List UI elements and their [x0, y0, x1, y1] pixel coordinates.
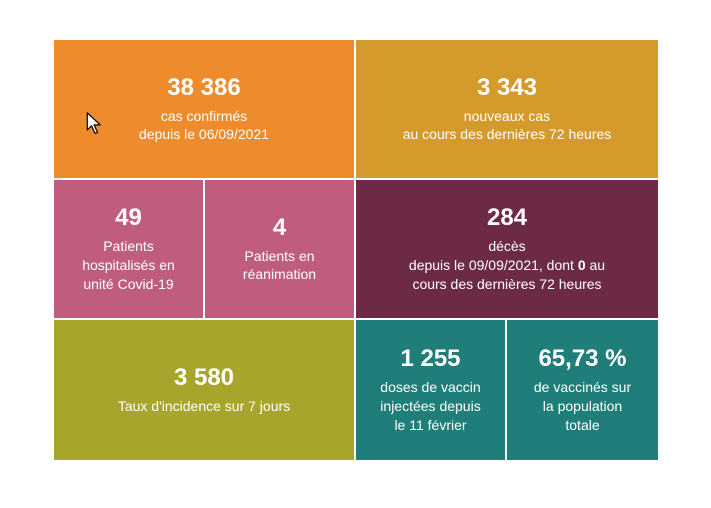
hospitalized-value: 49 — [115, 204, 142, 233]
vaccinated-pct-label: de vaccinés sur la population totale — [534, 378, 631, 435]
incidence-value: 3 580 — [174, 364, 234, 393]
tile-hospitalized: 49 Patients hospitalisés en unité Covid-… — [54, 180, 205, 320]
tile-icu: 4 Patients en réanimation — [205, 180, 356, 320]
text: cas confirmés — [161, 108, 247, 124]
text: de vaccinés sur — [534, 379, 631, 395]
text: réanimation — [243, 266, 316, 282]
hospitalized-label: Patients hospitalisés en unité Covid-19 — [82, 237, 175, 294]
deaths-72h-bold: 0 — [578, 257, 586, 273]
incidence-label: Taux d'incidence sur 7 jours — [118, 397, 290, 416]
text: cours des dernières 72 heures — [412, 276, 601, 292]
tile-vaccine-doses: 1 255 doses de vaccin injectées depuis l… — [356, 320, 507, 460]
vaccine-doses-value: 1 255 — [400, 345, 460, 374]
confirmed-cases-value: 38 386 — [167, 74, 240, 103]
text: depuis le 09/09/2021, dont — [409, 257, 578, 273]
text: totale — [565, 417, 599, 433]
tile-incidence: 3 580 Taux d'incidence sur 7 jours — [54, 320, 356, 460]
text: depuis le 06/09/2021 — [139, 126, 269, 142]
vaccinated-pct-value: 65,73 % — [538, 345, 626, 374]
icu-value: 4 — [273, 214, 286, 243]
tile-vaccinated-pct: 65,73 % de vaccinés sur la population to… — [507, 320, 658, 460]
text: doses de vaccin — [380, 379, 480, 395]
text: unité Covid-19 — [83, 276, 173, 292]
text: Patients — [103, 238, 154, 254]
row-3: 3 580 Taux d'incidence sur 7 jours 1 255… — [54, 320, 658, 460]
text: injectées depuis — [380, 398, 480, 414]
row-1: 38 386 cas confirmés depuis le 06/09/202… — [54, 40, 658, 180]
row-2: 49 Patients hospitalisés en unité Covid-… — [54, 180, 658, 320]
text: nouveaux cas — [464, 108, 550, 124]
vaccine-doses-label: doses de vaccin injectées depuis le 11 f… — [380, 378, 480, 435]
text: au cours des dernières 72 heures — [403, 126, 612, 142]
text: Taux d'incidence sur 7 jours — [118, 398, 290, 414]
text: décès — [488, 238, 525, 254]
confirmed-cases-label: cas confirmés depuis le 06/09/2021 — [139, 107, 269, 145]
tile-confirmed-cases: 38 386 cas confirmés depuis le 06/09/202… — [54, 40, 356, 180]
deaths-value: 284 — [487, 204, 527, 233]
icu-label: Patients en réanimation — [243, 247, 316, 285]
tile-deaths: 284 décès depuis le 09/09/2021, dont 0 a… — [356, 180, 658, 320]
deaths-label: décès depuis le 09/09/2021, dont 0 au co… — [409, 237, 605, 294]
text: le 11 février — [394, 417, 466, 433]
text: la population — [543, 398, 622, 414]
new-cases-value: 3 343 — [477, 74, 537, 103]
new-cases-label: nouveaux cas au cours des dernières 72 h… — [403, 107, 612, 145]
tile-new-cases: 3 343 nouveaux cas au cours des dernière… — [356, 40, 658, 180]
covid-stats-grid: 38 386 cas confirmés depuis le 06/09/202… — [54, 40, 658, 460]
text: hospitalisés en — [82, 257, 175, 273]
text: Patients en — [244, 248, 314, 264]
text: au — [586, 257, 605, 273]
